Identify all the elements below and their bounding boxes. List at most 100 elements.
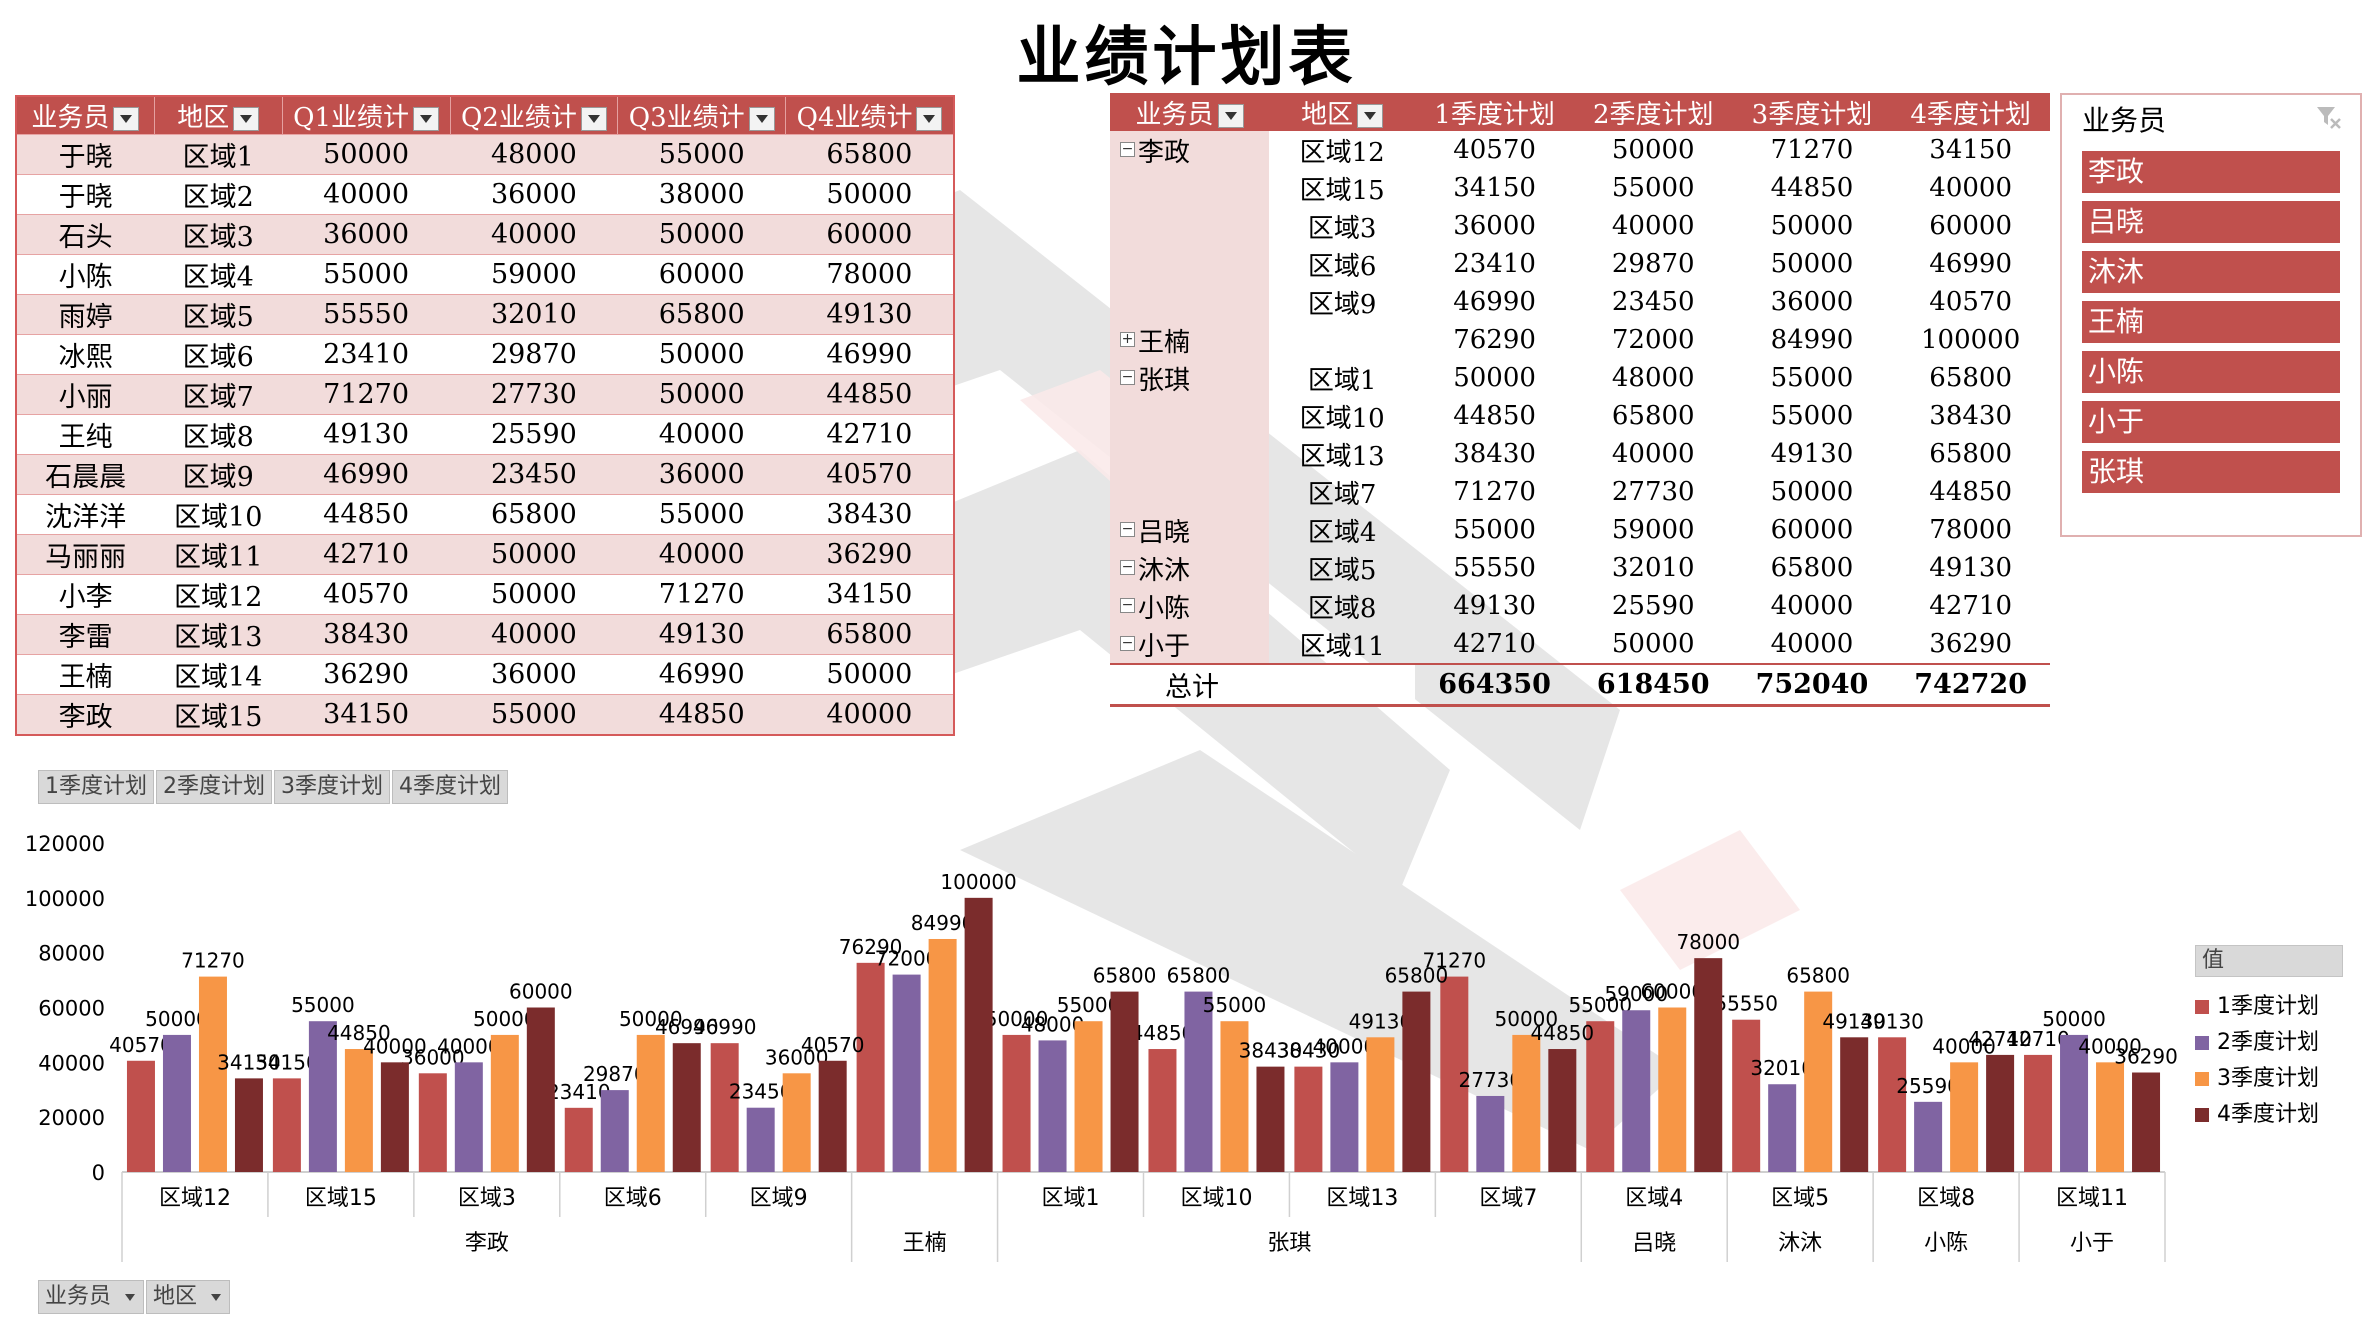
bar[interactable] (2024, 1054, 2053, 1172)
pivot-cell[interactable]: 49130 (1770, 439, 1854, 469)
pivot-cell[interactable]: 46990 (1453, 287, 1536, 317)
bar[interactable] (1366, 1037, 1395, 1172)
bar[interactable] (1768, 1084, 1797, 1172)
bar[interactable] (818, 1060, 847, 1172)
axis-field-button[interactable]: 业务员 (38, 1280, 145, 1314)
bar[interactable] (234, 1078, 263, 1172)
bar[interactable] (1220, 1021, 1249, 1172)
bar[interactable] (636, 1034, 665, 1172)
pivot-cell[interactable]: 60000 (1929, 211, 2012, 241)
table-cell[interactable]: 区域3 (154, 214, 283, 255)
bar[interactable] (1586, 1021, 1615, 1172)
axis-field-button[interactable]: 地区 (146, 1280, 231, 1314)
table-cell[interactable]: 冰熙 (16, 334, 155, 375)
table-cell[interactable]: 区域9 (154, 454, 283, 495)
bar[interactable] (856, 962, 885, 1172)
pivot-cell[interactable]: 40000 (1611, 439, 1695, 469)
bar[interactable] (1038, 1040, 1067, 1172)
pivot-cell[interactable]: 区域6 (1307, 251, 1377, 282)
legend-item[interactable]: 3季度计划 (2195, 1061, 2343, 1097)
table-cell[interactable]: 23410 (282, 334, 450, 375)
table-cell[interactable]: 23450 (450, 454, 618, 495)
table-cell[interactable]: 小丽 (16, 374, 155, 415)
bar[interactable] (1950, 1062, 1979, 1172)
pivot-cell[interactable]: 36000 (1770, 287, 1854, 317)
table-cell[interactable]: 65800 (617, 294, 786, 335)
table-cell[interactable]: 40000 (282, 174, 450, 215)
table-cell[interactable]: 40000 (450, 214, 618, 255)
pivot-cell[interactable]: 49130 (1929, 553, 2012, 583)
table-cell[interactable]: 区域4 (154, 254, 283, 295)
pivot-cell[interactable]: 55550 (1453, 553, 1536, 583)
table-cell[interactable]: 区域10 (154, 494, 283, 535)
slicer-item[interactable]: 沐沐 (2082, 251, 2340, 293)
table-cell[interactable]: 王纯 (16, 414, 155, 455)
bar[interactable] (1476, 1095, 1505, 1172)
table-cell[interactable]: 50000 (617, 334, 786, 375)
bar[interactable] (198, 976, 227, 1172)
pivot-cell[interactable]: 区域9 (1307, 289, 1377, 320)
filter-dropdown-icon[interactable] (1357, 103, 1384, 128)
clear-filter-icon[interactable] (2314, 103, 2342, 131)
table-cell[interactable]: 50000 (617, 374, 786, 415)
bar[interactable] (1294, 1066, 1323, 1172)
table-cell[interactable]: 36000 (282, 214, 450, 255)
table-cell[interactable]: 区域8 (154, 414, 283, 455)
pivot-cell[interactable]: 50000 (1611, 135, 1695, 165)
pivot-cell[interactable]: 55000 (1611, 173, 1695, 203)
pivot-cell[interactable]: 40570 (1929, 287, 2012, 317)
table-cell[interactable]: 71270 (282, 374, 450, 415)
table-cell[interactable]: 65800 (450, 494, 618, 535)
table-cell[interactable]: 沈洋洋 (16, 494, 155, 535)
bar[interactable] (1184, 991, 1213, 1172)
pivot-cell[interactable]: 65800 (1929, 439, 2012, 469)
pivot-cell[interactable]: 84990 (1770, 325, 1854, 355)
bar[interactable] (1658, 1007, 1687, 1173)
bar[interactable] (2132, 1072, 2161, 1172)
table-cell[interactable]: 38430 (282, 614, 450, 655)
table-cell[interactable]: 42710 (282, 534, 450, 575)
table-cell[interactable]: 石头 (16, 214, 155, 255)
bar[interactable] (672, 1043, 701, 1172)
bar[interactable] (1840, 1037, 1869, 1172)
pivot-cell[interactable]: 38430 (1929, 401, 2012, 431)
bar[interactable] (1074, 1021, 1103, 1172)
pivot-cell[interactable]: 55000 (1770, 363, 1854, 393)
table-cell[interactable]: 区域5 (154, 294, 283, 335)
bar[interactable] (1804, 991, 1833, 1172)
bar[interactable] (892, 974, 921, 1172)
table-cell[interactable]: 44850 (282, 494, 450, 535)
bar[interactable] (1330, 1062, 1359, 1172)
bar[interactable] (928, 938, 957, 1172)
bar[interactable] (1110, 991, 1139, 1172)
table-cell[interactable]: 区域6 (154, 334, 283, 375)
filter-dropdown-icon[interactable] (113, 107, 140, 131)
table-cell[interactable]: 李雷 (16, 614, 155, 655)
table-cell[interactable]: 区域13 (154, 614, 283, 655)
legend-header[interactable]: 值 (2195, 945, 2343, 977)
bar[interactable] (1440, 976, 1469, 1172)
pivot-cell[interactable]: 44850 (1453, 401, 1536, 431)
pivot-cell[interactable]: 40000 (1770, 629, 1854, 659)
table-cell[interactable]: 48000 (450, 134, 618, 175)
filter-dropdown-icon[interactable] (1217, 103, 1244, 128)
legend-item[interactable]: 1季度计划 (2195, 989, 2343, 1025)
table-cell[interactable]: 雨婷 (16, 294, 155, 335)
bar[interactable] (600, 1090, 629, 1172)
legend-item[interactable]: 4季度计划 (2195, 1097, 2343, 1133)
table-cell[interactable]: 44850 (617, 694, 786, 735)
pivot-cell[interactable]: 区域13 (1299, 441, 1385, 472)
pivot-cell[interactable]: 区域1 (1307, 365, 1377, 396)
pivot-cell[interactable]: 50000 (1770, 211, 1854, 241)
table-cell[interactable]: 区域2 (154, 174, 283, 215)
table-cell[interactable]: 60000 (617, 254, 786, 295)
bar[interactable] (380, 1062, 409, 1172)
bar[interactable] (1512, 1034, 1541, 1172)
pivot-cell[interactable]: 34150 (1929, 135, 2012, 165)
table-cell[interactable]: 60000 (785, 214, 954, 255)
table-cell[interactable]: 40000 (617, 414, 786, 455)
table-cell[interactable]: 55000 (617, 134, 786, 175)
bar[interactable] (710, 1043, 739, 1172)
bar[interactable] (782, 1073, 811, 1172)
value-field-button[interactable]: 1季度计划 (38, 770, 154, 804)
